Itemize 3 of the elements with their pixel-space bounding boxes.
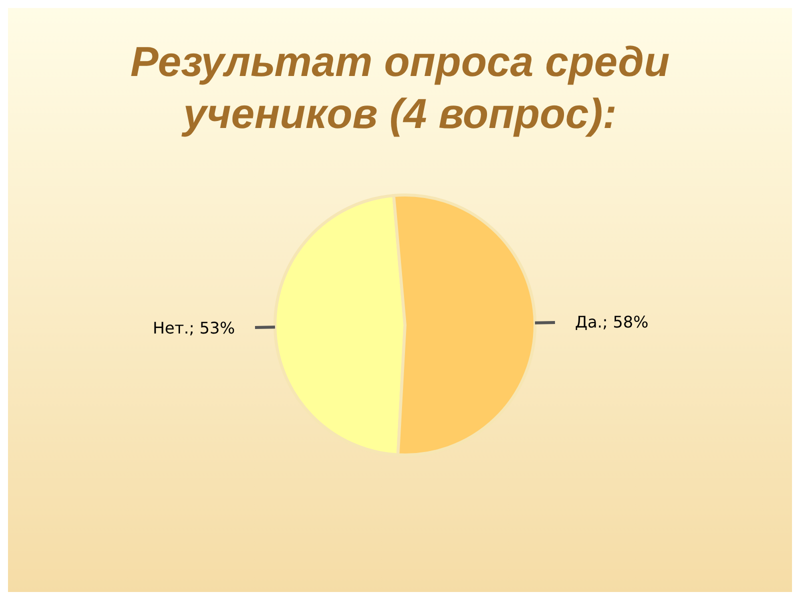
chart-title: Результат опроса среди учеников (4 вопрос): (129, 37, 671, 139)
slice-label: Нет.; 53% (152, 318, 236, 338)
slice-label: Да.; 58% (574, 312, 648, 332)
